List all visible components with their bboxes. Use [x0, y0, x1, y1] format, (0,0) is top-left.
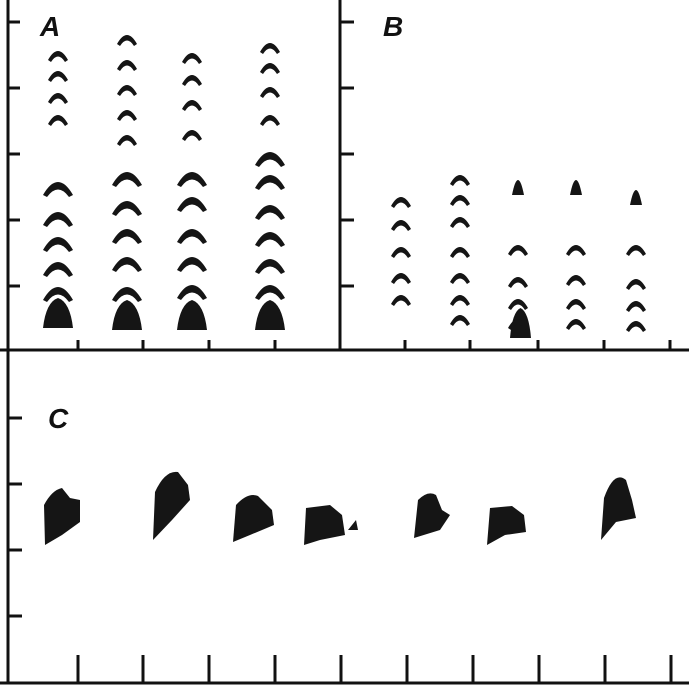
b-x-ticks: [403, 340, 672, 350]
c-x-ticks: [76, 655, 673, 683]
c-y-ticks: [8, 416, 22, 618]
panel-label: A: [39, 11, 60, 42]
spectrogram-a: [43, 35, 285, 330]
ticks: [8, 20, 673, 683]
a-x-ticks: [76, 340, 277, 350]
panel-label: B: [383, 11, 403, 42]
a-y-ticks: [8, 20, 20, 288]
panel-label: C: [48, 403, 69, 434]
spectrogram-b: [391, 175, 646, 338]
b-y-ticks: [340, 20, 354, 288]
spectrogram-c: [44, 471, 636, 545]
